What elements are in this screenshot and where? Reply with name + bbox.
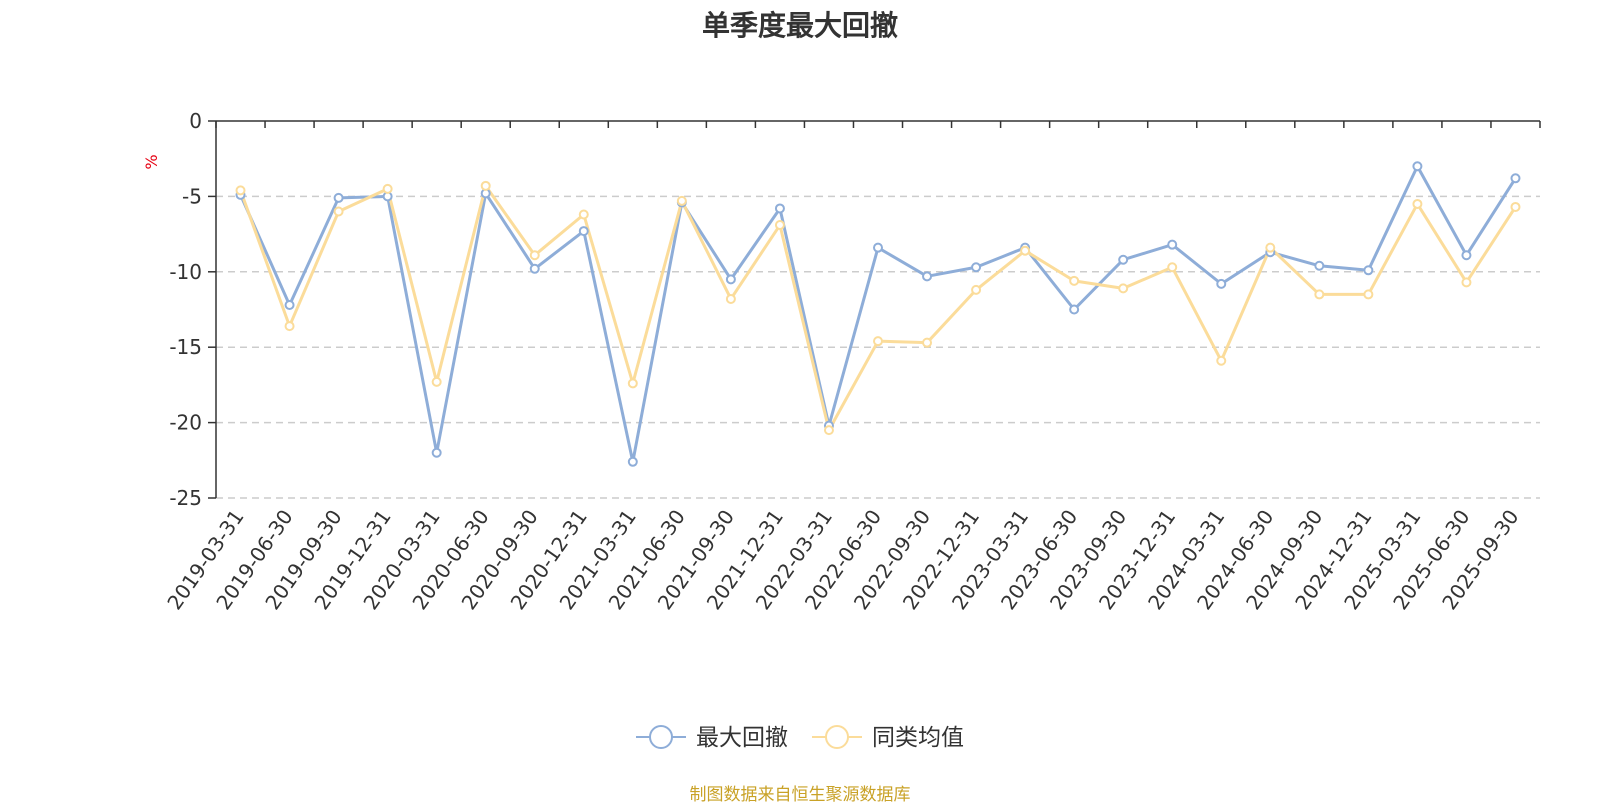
data-point [1069,304,1080,315]
data-point [1510,173,1521,184]
y-tick-label: -25 [169,486,202,510]
series-lines [235,161,1521,467]
data-point [333,206,344,217]
data-point [1461,277,1472,288]
grid-lines [216,195,1540,499]
data-point [922,271,933,282]
y-axis-unit-label: % [142,154,161,169]
data-point [1314,289,1325,300]
data-point [480,180,491,191]
data-point [431,447,442,458]
data-point [1069,275,1080,286]
axes: 0-5-10-15-20-252019-03-312019-06-302019-… [162,109,1541,614]
y-tick-label: -15 [169,335,202,359]
legend-marker-icon [649,725,673,749]
legend-label: 最大回撤 [696,725,788,751]
data-point [971,262,982,273]
legend[interactable]: 最大回撤 同类均值 [636,725,964,751]
data-point [235,185,246,196]
data-point [578,226,589,237]
chart-title: 单季度最大回撤 [701,9,898,42]
data-point [873,336,883,347]
data-point [725,293,736,304]
data-point [1118,254,1129,265]
data-point [873,242,883,253]
data-point [1461,250,1472,261]
data-point [971,284,982,295]
data-point [676,195,687,206]
data-point [1412,161,1423,172]
data-source-note: 制图数据来自恒生聚源数据库 [689,785,911,805]
data-point [1020,245,1031,256]
data-point [284,321,295,332]
data-point [1167,262,1178,273]
data-point [333,192,344,203]
data-point [1118,283,1129,294]
data-point [1363,265,1374,276]
y-tick-label: -10 [169,260,202,284]
data-point [1265,242,1276,253]
data-point [1510,201,1521,212]
data-point [1216,355,1227,366]
series-line [239,164,1517,464]
data-point [774,220,785,231]
y-tick-label: -5 [182,184,202,208]
data-point [1167,239,1178,250]
data-point [529,250,540,261]
y-tick-label: -20 [169,411,202,435]
data-point [627,456,638,467]
data-point [1216,278,1227,289]
data-point [431,376,442,387]
series-line [239,184,1517,432]
data-point [922,337,933,348]
data-point [1412,198,1423,209]
legend-label: 同类均值 [872,725,964,751]
data-point [1314,260,1325,271]
data-point [284,299,295,310]
data-point [529,263,540,274]
data-point [1363,289,1374,300]
data-point [578,209,589,220]
legend-marker-icon [825,725,849,749]
data-point [382,183,393,194]
data-point [774,203,785,214]
data-point [725,274,736,285]
data-point [627,378,638,389]
y-tick-label: 0 [189,109,202,133]
data-point [823,425,834,436]
